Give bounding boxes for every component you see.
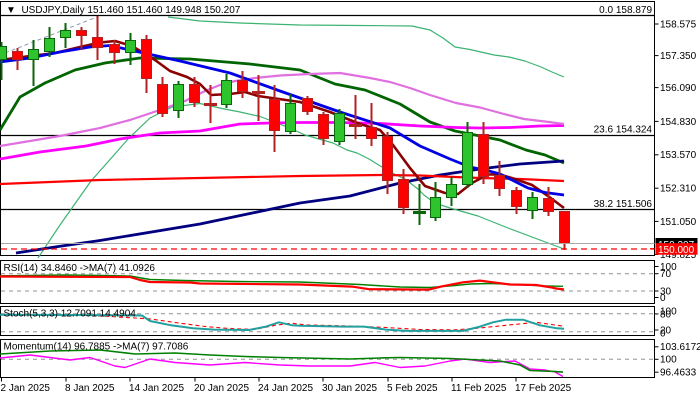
- svg-text:8 Jan 2025: 8 Jan 2025: [65, 383, 115, 394]
- svg-text:158.575: 158.575: [660, 19, 697, 30]
- svg-text:▼ USDJPY,Daily 151.460 151.4: ▼ USDJPY,Daily 151.460 151.460 149.948 1…: [6, 5, 241, 16]
- svg-text:149.825: 149.825: [660, 250, 697, 261]
- svg-text:30 Jan 2025: 30 Jan 2025: [322, 383, 377, 394]
- svg-text:100: 100: [660, 262, 677, 273]
- svg-text:RSI(14) 34.8460 ->MA(7) 41.09: RSI(14) 34.8460 ->MA(7) 41.0926: [4, 263, 156, 274]
- svg-text:151.050: 151.050: [660, 217, 697, 228]
- svg-text:5 Feb 2025: 5 Feb 2025: [387, 383, 438, 394]
- svg-text:153.570: 153.570: [660, 150, 697, 161]
- svg-text:24 Jan 2025: 24 Jan 2025: [258, 383, 313, 394]
- svg-text:2 Jan 2025: 2 Jan 2025: [1, 383, 51, 394]
- svg-text:103.6172: 103.6172: [660, 342, 700, 353]
- svg-text:0: 0: [660, 293, 666, 304]
- svg-text:150.000: 150.000: [658, 245, 695, 256]
- svg-text:Stoch(5,3,3) 12.7091 14.4904: Stoch(5,3,3) 12.7091 14.4904: [4, 309, 137, 320]
- svg-text:20: 20: [660, 325, 672, 336]
- svg-text:11 Feb 2025: 11 Feb 2025: [451, 383, 507, 394]
- svg-text:0: 0: [660, 328, 666, 339]
- svg-text:100: 100: [660, 355, 677, 366]
- svg-text:96.4633: 96.4633: [660, 368, 697, 379]
- svg-text:23.6 154.324: 23.6 154.324: [594, 125, 653, 136]
- svg-text:100: 100: [660, 307, 677, 318]
- svg-text:157.350: 157.350: [660, 51, 697, 62]
- svg-text:Momentum(14) 96.7885 ->MA(7): Momentum(14) 96.7885 ->MA(7) 97.7086: [4, 342, 189, 353]
- svg-text:30: 30: [660, 286, 672, 297]
- svg-text:14 Jan 2025: 14 Jan 2025: [129, 383, 184, 394]
- svg-text:38.2 151.506: 38.2 151.506: [594, 199, 653, 210]
- svg-text:17 Feb 2025: 17 Feb 2025: [515, 383, 572, 394]
- svg-text:0.0 158.879: 0.0 158.879: [599, 5, 652, 16]
- svg-text:156.090: 156.090: [660, 83, 697, 94]
- svg-text:20 Jan 2025: 20 Jan 2025: [194, 383, 249, 394]
- svg-text:80: 80: [660, 309, 672, 320]
- svg-text:70: 70: [660, 269, 672, 280]
- svg-text:152.310: 152.310: [660, 184, 697, 195]
- svg-text:154.830: 154.830: [660, 117, 697, 128]
